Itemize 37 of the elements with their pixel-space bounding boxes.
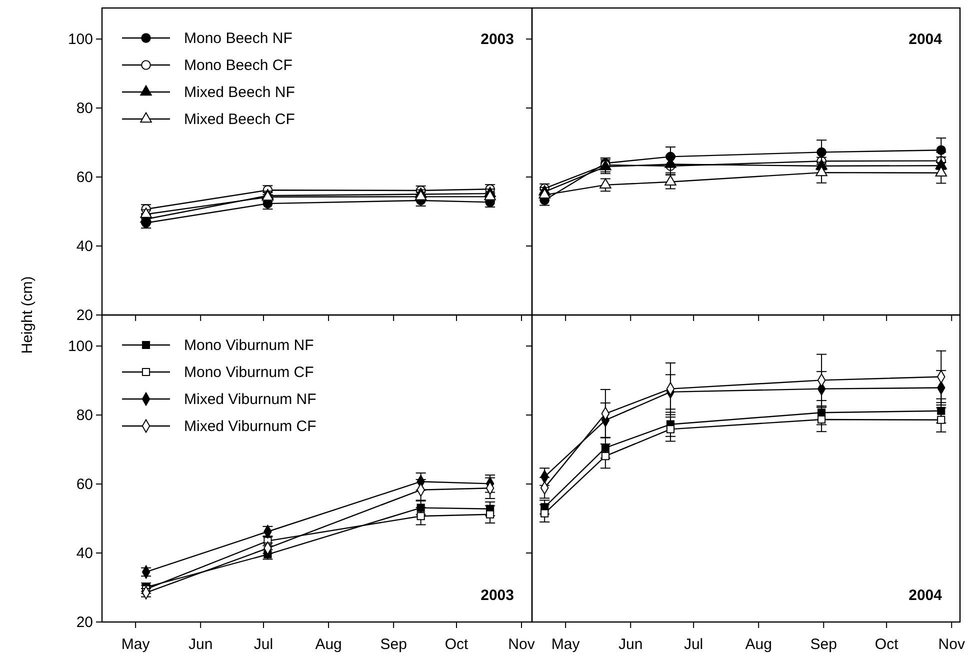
x-tick-label: Aug [745, 636, 772, 653]
y-tick-label: 60 [76, 168, 93, 186]
y-tick-label: 80 [76, 100, 93, 117]
y-axis-title: Height (cm) [19, 276, 36, 354]
legend-label: Mixed Viburnum CF [184, 418, 316, 435]
y-tick-label: 60 [76, 476, 93, 493]
annotation: 2004 [908, 31, 943, 48]
x-tick-label: Sep [380, 636, 407, 653]
x-tick-label: Nov [938, 636, 966, 653]
annotation: 2003 [480, 31, 514, 48]
y-tick-label: 20 [76, 306, 93, 324]
annotation: 2004 [908, 587, 943, 604]
legend-label: Mono Viburnum CF [184, 364, 314, 381]
y-tick-label: 100 [68, 338, 93, 355]
x-tick-label: Aug [315, 636, 342, 653]
legend-label: Mono Beech NF [184, 30, 292, 47]
x-tick-label: Jul [684, 636, 704, 653]
legend-label: Mixed Beech NF [184, 84, 295, 101]
y-tick-label: 20 [76, 614, 93, 631]
x-tick-label: Oct [874, 636, 900, 653]
annotation: 2003 [480, 587, 514, 604]
x-tick-label: Nov [508, 636, 536, 653]
legend-label: Mono Viburnum NF [184, 337, 314, 354]
y-tick-label: 80 [76, 406, 93, 424]
x-tick-label: Jul [254, 636, 274, 653]
x-tick-label: Sep [810, 636, 837, 653]
x-tick-label: May [121, 636, 150, 653]
y-tick-label: 100 [68, 30, 93, 48]
x-tick-label: Oct [444, 636, 469, 653]
x-tick-label: Jun [188, 636, 213, 653]
legend-label: Mixed Beech CF [184, 111, 295, 128]
x-tick-label: May [551, 636, 580, 653]
y-tick-label: 40 [76, 544, 93, 562]
x-tick-label: Jun [618, 636, 643, 653]
legend-label: Mono Beech CF [184, 57, 292, 74]
legend-label: Mixed Viburnum NF [184, 391, 316, 408]
y-tick-label: 40 [76, 238, 93, 255]
